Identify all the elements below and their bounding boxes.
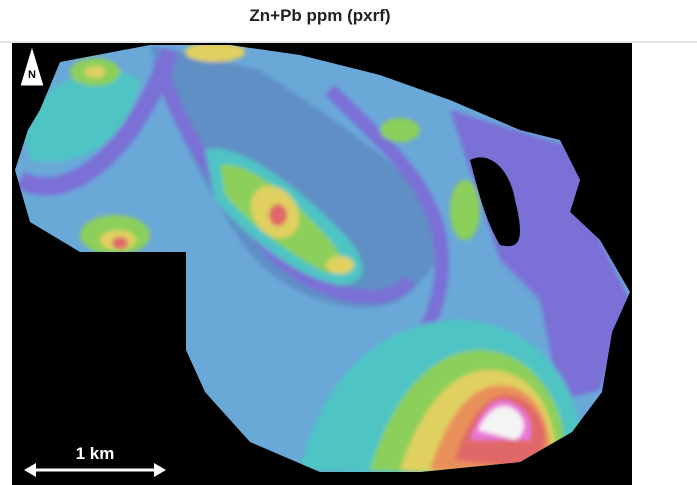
zone xyxy=(112,237,128,249)
map-title: Zn+Pb ppm (pxrf) xyxy=(249,6,390,25)
zone xyxy=(269,204,287,226)
map-figure: Zn+Pb ppm (pxrf) xyxy=(0,0,697,485)
zone xyxy=(380,118,420,142)
zone xyxy=(326,256,354,274)
zone xyxy=(85,66,105,78)
page: Zn+Pb ppm (pxrf) xyxy=(0,0,697,485)
north-label: N xyxy=(28,69,36,81)
zone xyxy=(450,180,480,240)
scale-label: 1 km xyxy=(76,444,115,463)
